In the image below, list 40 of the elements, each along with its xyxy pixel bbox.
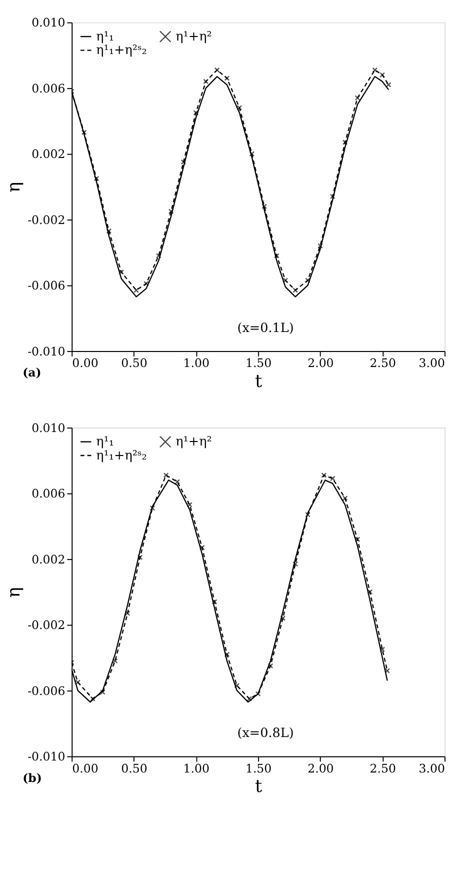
y-tick-label: -0.002 <box>28 212 66 227</box>
y-tick-label: -0.006 <box>28 278 66 293</box>
y-axis-title: η <box>4 182 25 192</box>
x-tick-label: 2.00 <box>308 356 334 370</box>
y-tick-label: 0.010 <box>32 420 66 435</box>
text: (a) <box>22 366 42 380</box>
y-tick-label: -0.002 <box>28 618 66 632</box>
y-tick-label: 0.006 <box>32 486 66 501</box>
legend-label: η¹+η² <box>176 29 212 44</box>
x-tick-label: 1.50 <box>245 356 272 370</box>
x-tick-label: 0.00 <box>72 761 98 776</box>
text: (b) <box>22 770 42 785</box>
y-tick-label: -0.006 <box>28 684 66 698</box>
x-tick-label: 1.00 <box>183 761 210 776</box>
x-tick-label: 3.00 <box>418 761 445 776</box>
x-tick-label: 0.50 <box>121 761 148 776</box>
y-axis-title: η <box>4 587 25 598</box>
legend-label: η¹₁ <box>96 29 114 44</box>
y-tick-label: 0.002 <box>32 147 66 162</box>
y-tick-label: -0.010 <box>28 750 66 764</box>
y-tick-label: -0.010 <box>28 344 66 358</box>
annotation: (x=0.8L) <box>237 726 294 742</box>
legend-label: η¹₁ <box>96 434 114 450</box>
x-tick-label: 2.50 <box>370 356 396 370</box>
x-tick-label: 2.50 <box>370 761 396 776</box>
x-tick-label: 1.00 <box>183 356 210 370</box>
y-tick-label: 0.006 <box>32 81 66 96</box>
x-axis-title: t <box>254 372 262 392</box>
annotation: (x=0.1L) <box>237 320 294 336</box>
legend-label: η¹+η² <box>176 434 212 450</box>
x-tick-label: 1.50 <box>245 761 272 776</box>
y-tick-label: 0.010 <box>32 16 66 30</box>
x-tick-label: 0.50 <box>121 356 148 370</box>
x-tick-label: 3.00 <box>418 356 445 370</box>
legend-label: η¹₁+η²ˢ₂ <box>96 448 147 464</box>
y-tick-label: 0.002 <box>32 552 66 566</box>
x-axis-title: t <box>254 777 262 798</box>
legend-label: η¹₁+η²ˢ₂ <box>96 43 147 58</box>
x-tick-label: 2.00 <box>308 761 334 776</box>
x-tick-label: 0.00 <box>72 356 98 370</box>
